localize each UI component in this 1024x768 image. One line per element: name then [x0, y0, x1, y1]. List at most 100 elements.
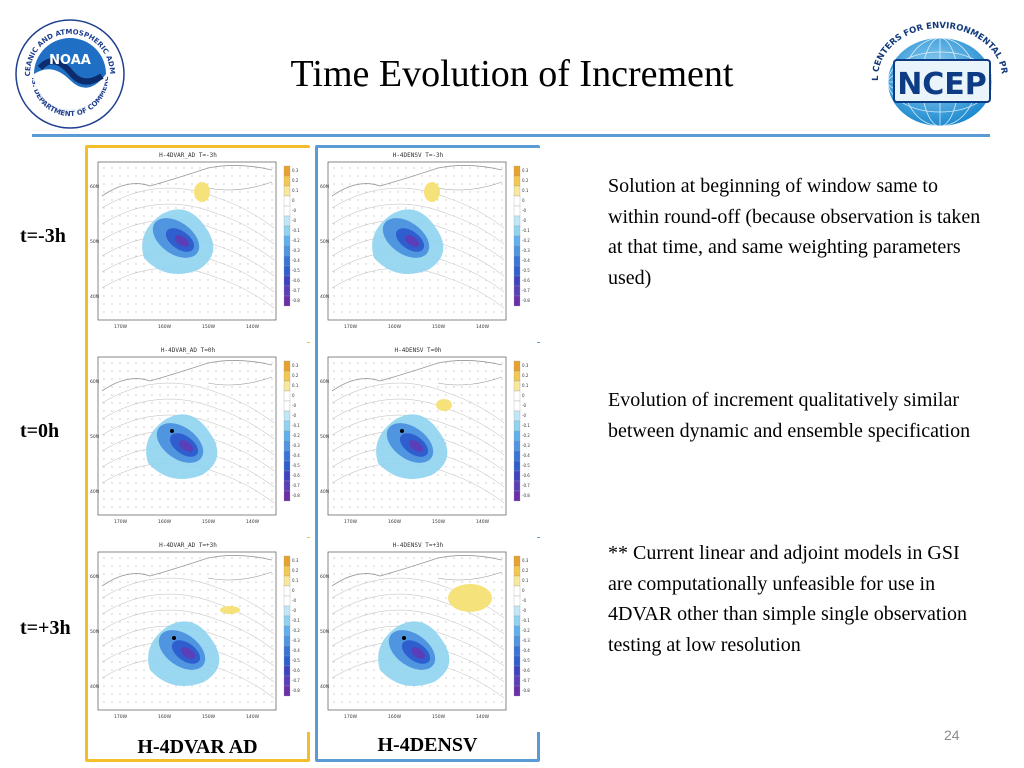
- svg-text:150W: 150W: [432, 519, 446, 525]
- svg-text:0.2: 0.2: [292, 568, 299, 573]
- svg-text:170W: 170W: [344, 519, 358, 525]
- svg-text:0.1: 0.1: [292, 383, 299, 388]
- svg-text:160W: 160W: [388, 519, 402, 525]
- increment-map: H-4DVAR_AD T=+3h 60N 50N 40N 170W 160W 150W 140…: [90, 542, 300, 720]
- svg-text:-0.8: -0.8: [292, 493, 300, 498]
- svg-text:-0.3: -0.3: [292, 443, 300, 448]
- svg-text:0.1: 0.1: [522, 383, 529, 388]
- svg-text:-0.8: -0.8: [292, 298, 300, 303]
- svg-text:140W: 140W: [246, 324, 260, 330]
- map-panel-4densv-tp3: H-4DENSV T=+3h 60N 50N 40N 170W 160W 150W 140W 0…: [318, 538, 540, 732]
- svg-text:NOAA: NOAA: [49, 53, 91, 68]
- svg-text:0: 0: [522, 198, 525, 203]
- svg-text:160W: 160W: [388, 714, 402, 720]
- svg-text:40N: 40N: [90, 489, 99, 495]
- svg-text:160W: 160W: [158, 324, 172, 330]
- svg-text:0.2: 0.2: [292, 178, 299, 183]
- svg-text:-0.5: -0.5: [292, 268, 300, 273]
- svg-text:140W: 140W: [476, 324, 490, 330]
- svg-text:-0.6: -0.6: [292, 668, 300, 673]
- svg-text:0: 0: [292, 198, 295, 203]
- svg-text:H-4DENSV T=0h: H-4DENSV T=0h: [395, 347, 442, 354]
- increment-map: H-4DENSV T=-3h 60N 50N 40N 170W 160W 150W 140W 0…: [320, 152, 530, 330]
- svg-text:H-4DENSV T=-3h: H-4DENSV T=-3h: [393, 152, 444, 159]
- svg-text:-0: -0: [292, 608, 296, 613]
- svg-text:0.1: 0.1: [292, 578, 299, 583]
- svg-text:-0: -0: [522, 208, 526, 213]
- map-panel-4dvar-ad-tp3: H-4DVAR_AD T=+3h 60N 50N 40N 170W 160W 150W 140…: [88, 538, 310, 732]
- svg-text:-0: -0: [292, 208, 296, 213]
- svg-text:170W: 170W: [344, 324, 358, 330]
- svg-text:0: 0: [292, 393, 295, 398]
- svg-text:40N: 40N: [320, 294, 329, 300]
- svg-text:-0.3: -0.3: [292, 638, 300, 643]
- svg-text:140W: 140W: [476, 519, 490, 525]
- svg-text:-0.1: -0.1: [522, 228, 530, 233]
- svg-text:-0.4: -0.4: [292, 258, 300, 263]
- svg-text:0.2: 0.2: [522, 568, 529, 573]
- svg-text:0.1: 0.1: [292, 188, 299, 193]
- svg-text:NCEP: NCEP: [897, 67, 987, 102]
- increment-map: H-4DENSV T=0h 60N 50N 40N 170W 160W 150W 140W 0.…: [320, 347, 530, 525]
- svg-text:50N: 50N: [90, 629, 99, 635]
- svg-text:-0.5: -0.5: [522, 463, 530, 468]
- svg-text:60N: 60N: [320, 184, 329, 190]
- column-label-4dvar-ad: H-4DVAR AD: [137, 736, 258, 758]
- svg-text:150W: 150W: [202, 519, 216, 525]
- svg-text:0: 0: [522, 393, 525, 398]
- svg-text:-0.7: -0.7: [292, 483, 300, 488]
- svg-text:-0.3: -0.3: [292, 248, 300, 253]
- svg-text:-0.7: -0.7: [292, 678, 300, 683]
- svg-text:-0.3: -0.3: [522, 248, 530, 253]
- svg-text:-0.2: -0.2: [292, 628, 300, 633]
- svg-text:-0.2: -0.2: [522, 433, 530, 438]
- svg-text:0.3: 0.3: [292, 168, 299, 173]
- svg-text:150W: 150W: [432, 714, 446, 720]
- svg-text:-0.8: -0.8: [292, 688, 300, 693]
- svg-text:-0.7: -0.7: [522, 678, 530, 683]
- svg-text:-0.2: -0.2: [522, 238, 530, 243]
- svg-text:-0.2: -0.2: [522, 628, 530, 633]
- svg-text:-0: -0: [522, 598, 526, 603]
- svg-text:-0.7: -0.7: [292, 288, 300, 293]
- svg-text:-0.6: -0.6: [292, 473, 300, 478]
- svg-text:-0.3: -0.3: [522, 638, 530, 643]
- svg-text:-0.7: -0.7: [522, 288, 530, 293]
- svg-text:40N: 40N: [320, 684, 329, 690]
- row-label-tp3: t=+3h: [20, 617, 71, 639]
- svg-text:60N: 60N: [90, 574, 99, 580]
- svg-text:160W: 160W: [388, 324, 402, 330]
- svg-text:H-4DENSV T=+3h: H-4DENSV T=+3h: [393, 542, 444, 549]
- svg-text:170W: 170W: [344, 714, 358, 720]
- svg-text:-0.2: -0.2: [292, 238, 300, 243]
- svg-text:-0.6: -0.6: [522, 278, 530, 283]
- svg-text:-0: -0: [292, 413, 296, 418]
- increment-map: H-4DVAR_AD T=-3h 60N 50N 40N 170W 160W 150W 140…: [90, 152, 300, 330]
- row-label-tm3: t=-3h: [20, 225, 66, 247]
- page-number: 24: [944, 727, 960, 743]
- svg-text:-0: -0: [522, 413, 526, 418]
- svg-text:-0.6: -0.6: [522, 473, 530, 478]
- svg-text:-0: -0: [292, 598, 296, 603]
- svg-text:60N: 60N: [90, 184, 99, 190]
- svg-text:-0.5: -0.5: [292, 658, 300, 663]
- svg-text:140W: 140W: [476, 714, 490, 720]
- svg-text:0.1: 0.1: [522, 578, 529, 583]
- map-panel-4dvar-ad-t0: H-4DVAR_AD T=0h 60N 50N 40N 170W 160W 150W 140W…: [88, 343, 310, 537]
- svg-text:-0: -0: [522, 218, 526, 223]
- svg-text:170W: 170W: [114, 714, 128, 720]
- svg-text:H-4DVAR_AD T=-3h: H-4DVAR_AD T=-3h: [159, 152, 217, 159]
- title-divider: [32, 134, 990, 137]
- svg-text:60N: 60N: [320, 379, 329, 385]
- svg-text:170W: 170W: [114, 519, 128, 525]
- svg-text:H-4DVAR_AD T=+3h: H-4DVAR_AD T=+3h: [159, 542, 217, 549]
- svg-text:150W: 150W: [202, 324, 216, 330]
- svg-text:-0.5: -0.5: [292, 463, 300, 468]
- svg-text:-0.4: -0.4: [522, 258, 530, 263]
- ncep-logo: NATIONAL CENTERS FOR ENVIRONMENTAL PREDI…: [864, 20, 1014, 132]
- svg-text:-0.8: -0.8: [522, 493, 530, 498]
- note-linear-adjoint: ** Current linear and adjoint models in …: [608, 542, 968, 656]
- svg-text:-0.4: -0.4: [292, 648, 300, 653]
- svg-text:-0.3: -0.3: [522, 443, 530, 448]
- svg-text:0: 0: [292, 588, 295, 593]
